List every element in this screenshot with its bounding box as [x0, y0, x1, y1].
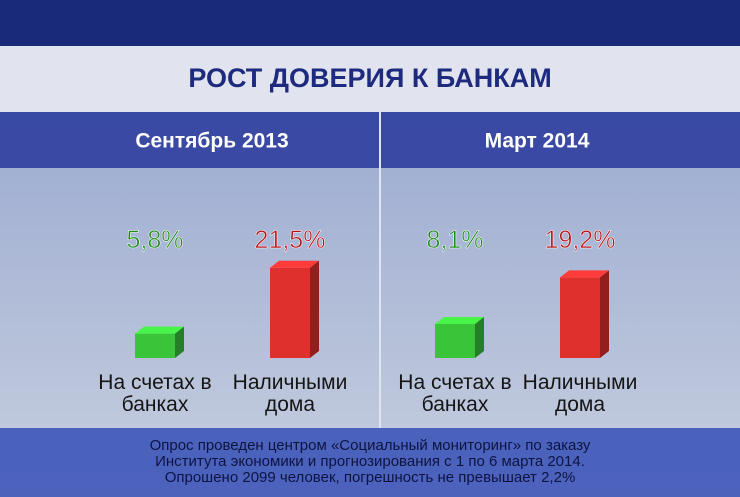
title-band	[0, 46, 740, 112]
bar-top	[270, 260, 319, 268]
bar-side	[310, 260, 319, 358]
top-band	[0, 0, 740, 46]
bar-top	[560, 270, 609, 278]
value-label: 19,2%	[545, 226, 616, 254]
panel-title: Сентябрь 2013	[135, 130, 288, 153]
bar-front	[270, 267, 310, 358]
footnote: Института экономики и прогнозирования с …	[155, 453, 585, 470]
bar	[560, 270, 609, 358]
bar	[270, 260, 319, 358]
category-label: На счетах в банках	[398, 371, 512, 416]
bar	[435, 316, 484, 358]
value-label: 21,5%	[255, 226, 326, 254]
value-label: 8,1%	[427, 226, 484, 254]
bar-front	[560, 277, 600, 358]
subtitle-band	[0, 112, 740, 168]
category-label: На счетах в банках	[98, 371, 212, 416]
bar-side	[475, 316, 484, 358]
bar	[135, 326, 184, 358]
footnote: Опрошено 2099 человек, погрешность не пр…	[165, 469, 576, 486]
footnote-band	[0, 428, 740, 497]
bar-top	[135, 326, 184, 334]
main-title: РОСТ ДОВЕРИЯ К БАНКАМ	[188, 63, 551, 93]
panel-title: Март 2014	[485, 130, 590, 153]
category-label: Наличными дома	[232, 371, 348, 416]
bar-side	[600, 270, 609, 358]
bar-side	[175, 326, 184, 358]
value-label: 5,8%	[127, 226, 184, 254]
bar-front	[135, 333, 175, 358]
footnote: Опрос проведен центром «Социальный монит…	[150, 437, 591, 454]
bar-top	[435, 316, 484, 324]
category-label: Наличными дома	[522, 371, 638, 416]
bar-front	[435, 323, 475, 358]
